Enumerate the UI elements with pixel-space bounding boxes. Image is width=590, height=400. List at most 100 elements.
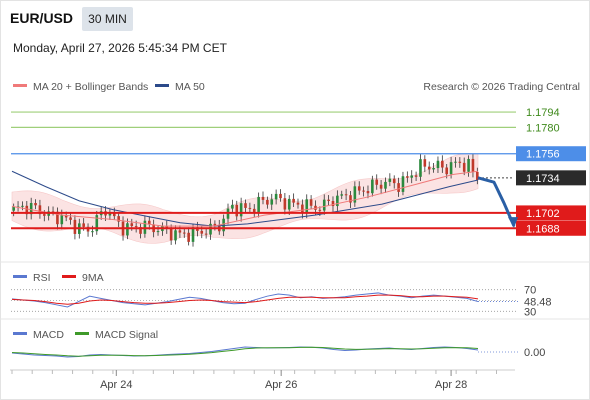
candle-body (169, 228, 173, 241)
legend-rsi-ma-label: 9MA (82, 272, 104, 284)
candle-body (336, 195, 339, 207)
level-tag-label: 1.1702 (526, 208, 560, 220)
chart-header: EUR/USD 30 MIN Monday, April 27, 2026 5:… (0, 0, 590, 70)
candle-body (91, 231, 94, 233)
candle-body (38, 205, 42, 215)
candle-body (134, 226, 138, 228)
price-panel (11, 153, 479, 247)
level-tag-bg (516, 119, 586, 135)
ma50-line (11, 170, 479, 227)
candle-body (362, 190, 365, 192)
candle-body (130, 223, 134, 227)
time-tick-label: Apr 28 (435, 379, 467, 391)
candle-body (279, 193, 282, 199)
level-tag-bg (516, 104, 586, 120)
candle-body (292, 198, 295, 203)
candle-body (147, 220, 151, 225)
candle-body (427, 166, 431, 170)
legend-ma50-swatch (155, 84, 169, 87)
level-tag-bg (516, 220, 586, 236)
candle-body (235, 204, 239, 217)
datetime-label: Monday, April 27, 2026 5:45:34 PM CET (13, 41, 227, 55)
candle-body (270, 199, 274, 205)
candle-body (423, 159, 427, 167)
candle-body (436, 160, 440, 169)
candle-body (366, 191, 370, 194)
price-levels: 1.1794 1.1780 1.1756 1.1734 1.1702 1.1688 (11, 104, 586, 236)
candle-body (296, 202, 300, 205)
candle-body (349, 195, 352, 203)
level-tag-bg (516, 205, 586, 221)
candle-body (392, 178, 396, 184)
bollinger-band (11, 153, 479, 244)
candle-body (178, 230, 182, 233)
candle-body (82, 223, 85, 227)
legend-ma20-label: MA 20 + Bollinger Bands (33, 81, 148, 93)
candle-body (301, 204, 304, 214)
forecast-arrow (477, 176, 516, 227)
candle-body (462, 162, 466, 172)
candle-body (410, 175, 414, 178)
candle-body (182, 232, 186, 234)
level-resistance: 1.1794 (11, 104, 586, 120)
candle-body (200, 230, 204, 234)
level-last_price: 1.1734 (478, 170, 586, 186)
time-axis: Apr 24 Apr 26 Apr 28 (11, 370, 498, 391)
legend-ma20-swatch (13, 84, 27, 87)
candle-body (112, 213, 116, 217)
legend-macd-label: MACD (33, 329, 64, 341)
candle-body (213, 223, 217, 226)
candle-body (266, 199, 269, 205)
candle-body (397, 183, 400, 192)
candle-body (25, 205, 29, 215)
level-tag-label: 1.1756 (526, 149, 560, 161)
ma20-line (11, 170, 479, 227)
candle-body (21, 205, 24, 207)
macd-panel: 0.00 (11, 346, 545, 359)
candle-body (12, 206, 15, 211)
indicator-line (11, 346, 479, 357)
candle-body (314, 205, 317, 210)
level-tag-label: 1.1780 (526, 122, 560, 134)
candle-body (156, 231, 160, 233)
legend-rsi-ma-swatch (62, 275, 76, 278)
candle-body (458, 161, 462, 163)
rsi-legend: RSI 9MA (13, 272, 104, 284)
candle-body (56, 211, 59, 225)
indicator-line (11, 292, 479, 308)
level-support: 1.1688 (11, 220, 586, 236)
candle-body (331, 201, 335, 207)
candle-body (414, 175, 418, 177)
level-tag-bg (516, 146, 586, 162)
candle-body (467, 158, 470, 172)
candle-body (401, 176, 405, 192)
timeframe-badge[interactable]: 30 MIN (82, 7, 133, 31)
candle-body (471, 158, 475, 172)
time-tick-label: Apr 26 (265, 379, 297, 391)
candle-body (327, 199, 330, 202)
level-support: 1.1702 (11, 205, 586, 221)
candle-body (445, 167, 449, 175)
candle-body (231, 204, 234, 209)
candle-body (239, 203, 243, 217)
candle-body (108, 213, 112, 216)
candle-body (384, 181, 387, 189)
candle-body (187, 232, 190, 242)
candle-body (375, 179, 379, 185)
candle-body (34, 203, 37, 206)
level-tag-label: 1.1688 (526, 223, 560, 235)
legend-macd-signal-label: MACD Signal (95, 329, 158, 341)
candle-body (432, 168, 435, 170)
candle-body (274, 193, 278, 200)
candle-body (344, 194, 348, 196)
candle-body (69, 217, 72, 220)
candle-body (318, 209, 322, 211)
candle-body (204, 233, 208, 235)
candle-body (357, 186, 361, 191)
candle-body (419, 159, 422, 177)
candle-body (95, 215, 99, 232)
candle-body (261, 196, 265, 200)
rsi-tick-label: 70 (524, 285, 536, 297)
candle-body (191, 227, 195, 242)
